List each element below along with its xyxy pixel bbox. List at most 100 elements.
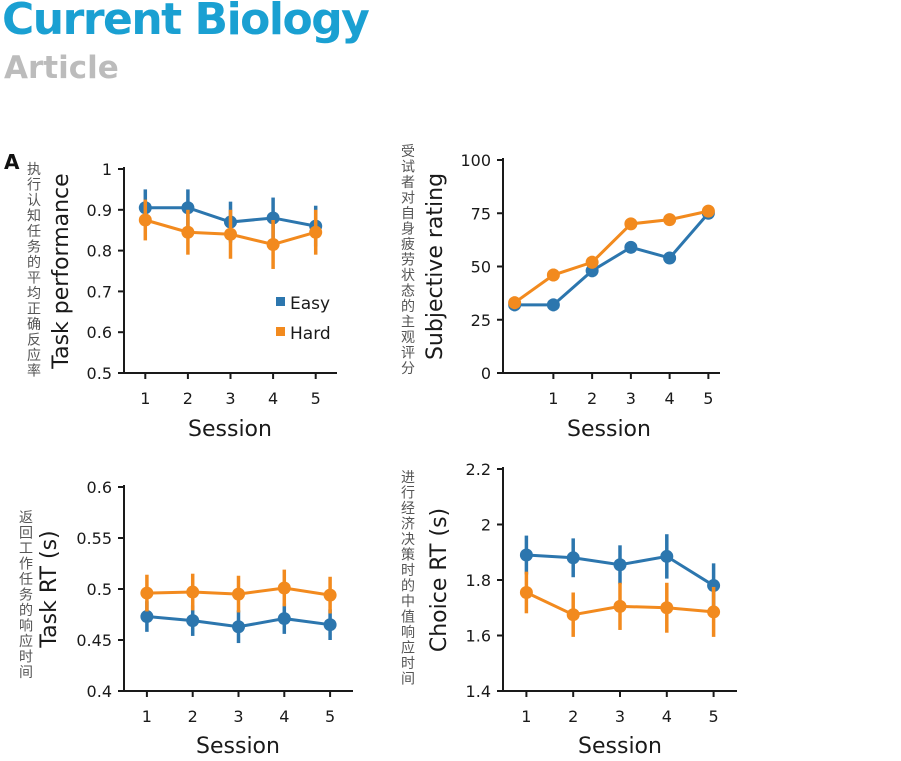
x-tick-label: 5 — [709, 707, 719, 726]
legend-label-hard: Hard — [290, 324, 331, 344]
data-point — [663, 251, 677, 265]
data-point — [232, 620, 245, 634]
data-point — [508, 296, 522, 310]
y-tick-label: 0 — [481, 364, 491, 383]
y-tick-label: 2.2 — [466, 460, 491, 479]
chart-panel-1: 0.5 0.6 0.7 0.8 0.9 1 1 2 3 4 5 Session Task perform… — [27, 160, 337, 442]
data-point — [140, 610, 154, 624]
y-tick-label: 2 — [481, 516, 491, 535]
data-point — [309, 225, 323, 239]
y-tick-label: 0.5 — [87, 580, 112, 599]
legend-label-easy: Easy — [290, 294, 330, 314]
y-tick-label: 75 — [471, 204, 491, 223]
y-tick-label: 1 — [102, 160, 112, 179]
data-point — [519, 548, 533, 562]
x-tick-label: 1 — [140, 389, 150, 408]
chart-panel-3: 0.4 0.45 0.5 0.55 0.6 1 2 3 4 5 Session Task RT (s)… — [19, 478, 353, 759]
data-point — [140, 586, 154, 600]
data-point — [624, 217, 638, 231]
legend-swatch-easy — [276, 297, 285, 306]
x-tick-label: 2 — [188, 707, 198, 726]
x-tick-label: 4 — [268, 389, 278, 408]
x-tick-label: 4 — [662, 707, 672, 726]
y-tick-label: 50 — [471, 258, 491, 277]
data-point — [660, 549, 674, 563]
y-tick-label: 0.5 — [87, 364, 112, 383]
y-tick-label: 0.4 — [87, 682, 112, 701]
y-tick-label: 1.6 — [466, 627, 491, 646]
data-point — [707, 605, 721, 619]
y-tick-label: 0.55 — [76, 529, 112, 548]
y-axis-label: Subjective rating — [423, 173, 448, 360]
data-point — [277, 612, 291, 626]
x-axis-label: Session — [188, 417, 272, 442]
x-tick-label: 4 — [665, 389, 675, 408]
series-hard — [138, 199, 323, 269]
x-tick-label: 2 — [587, 389, 597, 408]
x-tick-label: 2 — [568, 707, 578, 726]
series-easy — [140, 601, 337, 644]
data-point — [707, 579, 721, 593]
data-point — [181, 201, 195, 215]
data-point — [624, 240, 638, 254]
data-point — [613, 558, 627, 572]
y-axis-label: Task performance — [49, 173, 74, 369]
y-tick-label: 0.45 — [76, 631, 112, 650]
y-axis-annotation-cn: 进行经济决策时的中值响应时间 — [401, 470, 415, 688]
x-axis-label: Session — [196, 734, 280, 759]
data-point — [519, 585, 533, 599]
series-easy — [508, 206, 715, 312]
data-point — [613, 599, 627, 613]
y-tick-label: 0.6 — [87, 323, 112, 342]
y-tick-label: 25 — [471, 311, 491, 330]
data-point — [663, 213, 677, 227]
data-point — [323, 618, 337, 632]
x-tick-label: 3 — [225, 389, 235, 408]
y-tick-label: 1.4 — [466, 682, 491, 701]
data-point — [181, 225, 195, 239]
data-point — [546, 268, 560, 282]
series-hard — [519, 571, 721, 637]
y-tick-label: 0.7 — [87, 282, 112, 301]
y-axis-annotation-cn: 受试者对自身疲劳状态的主观评分 — [401, 144, 415, 377]
series-line — [514, 212, 710, 307]
y-axis-annotation-cn: 返回工作任务的响应时间 — [19, 510, 33, 681]
data-point — [224, 227, 237, 241]
x-axis-label: Session — [578, 734, 662, 759]
series-hard — [140, 569, 337, 614]
x-tick-label: 3 — [233, 707, 243, 726]
x-tick-label: 3 — [615, 707, 625, 726]
y-tick-label: 0.6 — [87, 478, 112, 497]
y-axis-label: Task RT (s) — [37, 530, 62, 648]
chart-panel-2: 0 25 50 75 100 1 2 3 4 5 Session Subjective rating 受… — [401, 144, 720, 442]
data-point — [266, 237, 280, 251]
data-point — [701, 204, 715, 218]
y-tick-label: 0.8 — [87, 242, 112, 261]
x-tick-label: 4 — [279, 707, 289, 726]
journal-title: Current Biology — [2, 0, 370, 45]
chart-panel-4: 1.4 1.6 1.8 2 2.2 1 2 3 4 5 Session Choice RT (s) 进行… — [401, 460, 737, 759]
x-tick-label: 5 — [703, 389, 713, 408]
series-hard — [508, 204, 715, 310]
data-point — [277, 581, 291, 595]
x-axis-label: Session — [567, 417, 651, 442]
y-tick-label: 1.8 — [466, 571, 491, 590]
x-tick-label: 5 — [325, 707, 335, 726]
x-tick-label: 2 — [183, 389, 193, 408]
data-point — [266, 211, 280, 225]
data-point — [660, 601, 674, 615]
legend-swatch-hard — [276, 327, 285, 336]
panel-label: A — [4, 150, 20, 174]
x-tick-label: 1 — [521, 707, 531, 726]
data-point — [232, 587, 245, 601]
x-tick-label: 1 — [142, 707, 152, 726]
data-point — [323, 588, 337, 602]
y-axis-annotation-cn: 执行认知任务的平均正确反应率 — [27, 162, 41, 380]
data-point — [186, 614, 200, 628]
article-type: Article — [4, 50, 119, 86]
y-tick-label: 0.9 — [87, 201, 112, 220]
data-point — [186, 585, 200, 599]
series-line — [513, 209, 709, 304]
data-point — [566, 608, 580, 622]
